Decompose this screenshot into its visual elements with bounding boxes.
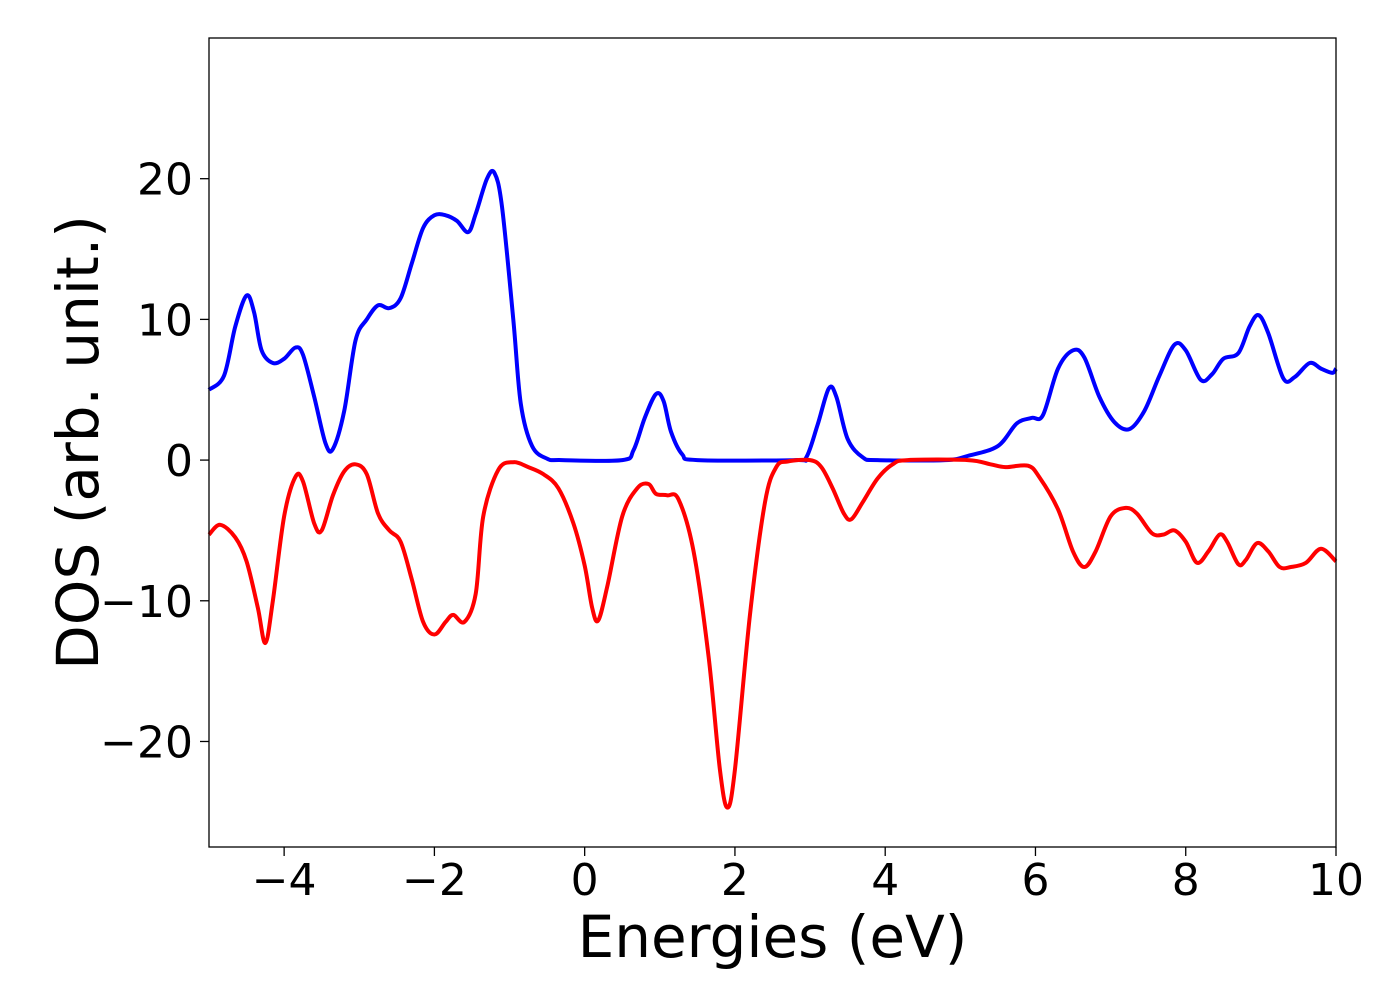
x-tick-label: 8 [1172,855,1200,906]
y-tick-label: 0 [165,436,193,487]
series-line-red [207,457,1338,810]
x-tick-label: −2 [402,855,467,906]
y-tick-label: −10 [100,577,193,628]
x-axis-label: Energies (eV) [578,903,968,971]
series-line-blue [207,168,1338,463]
y-tick-label: −20 [100,717,193,768]
x-tick-label: 0 [571,855,599,906]
y-tick-label: 20 [137,155,193,206]
series-layer [207,168,1338,810]
x-axis-ticks: −4 −2 0 2 4 6 8 10 [252,847,1364,906]
y-axis-label: DOS (arb. unit.) [44,215,112,670]
plot-frame [208,37,1337,848]
y-tick-label: 10 [137,295,193,346]
x-tick-label: 10 [1308,855,1364,906]
y-axis-ticks: −20 −10 0 10 20 [100,155,209,768]
x-tick-label: 6 [1021,855,1049,906]
x-tick-label: 2 [721,855,749,906]
x-tick-label: 4 [871,855,899,906]
x-tick-label: −4 [252,855,317,906]
